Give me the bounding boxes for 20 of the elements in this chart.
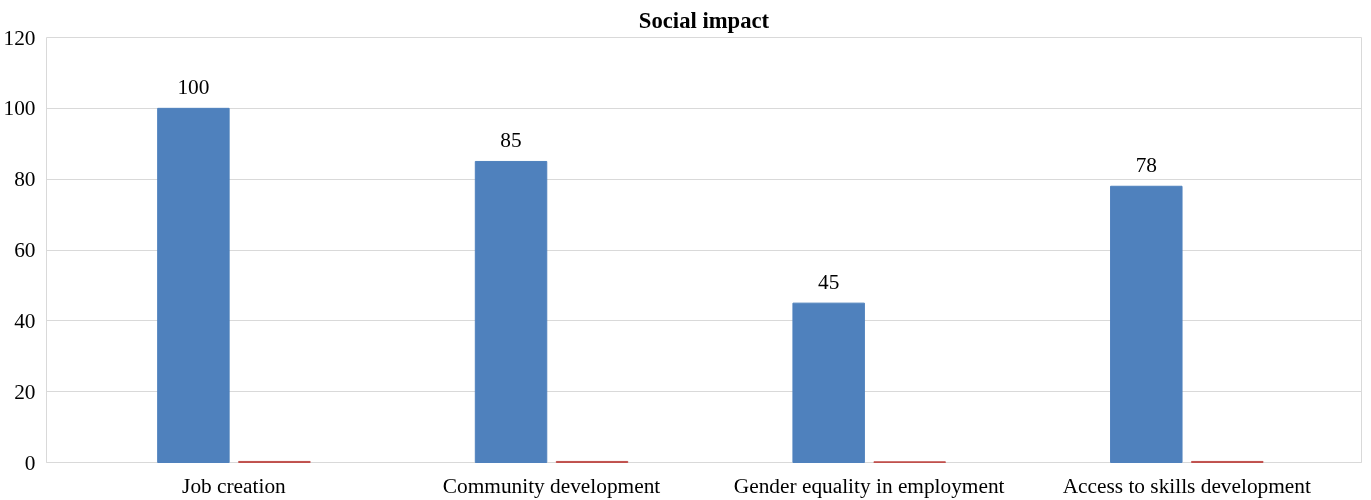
x-tick-label: Gender equality in employment bbox=[733, 473, 1005, 498]
y-tick-label: 60 bbox=[14, 238, 36, 262]
bar bbox=[1110, 185, 1183, 463]
data-label: 45 bbox=[818, 270, 840, 295]
data-label: 85 bbox=[500, 128, 522, 153]
y-tick-label: 100 bbox=[3, 96, 36, 121]
x-tick-label: Job creation bbox=[182, 473, 287, 498]
bar bbox=[157, 107, 230, 463]
data-label: 100 bbox=[177, 75, 210, 100]
y-tick-label: 40 bbox=[14, 308, 36, 333]
x-tick-label: Community development bbox=[442, 473, 661, 498]
x-tick-label: Access to skills development bbox=[1062, 473, 1311, 498]
bar bbox=[792, 302, 865, 463]
y-tick-label: 120 bbox=[3, 25, 36, 50]
bar bbox=[474, 160, 548, 463]
data-label: 78 bbox=[1135, 153, 1157, 178]
y-tick-label: 0 bbox=[24, 450, 36, 475]
y-tick-label: 20 bbox=[14, 379, 36, 404]
chart-title: Social impact bbox=[638, 7, 770, 33]
y-tick-label: 80 bbox=[14, 167, 36, 192]
